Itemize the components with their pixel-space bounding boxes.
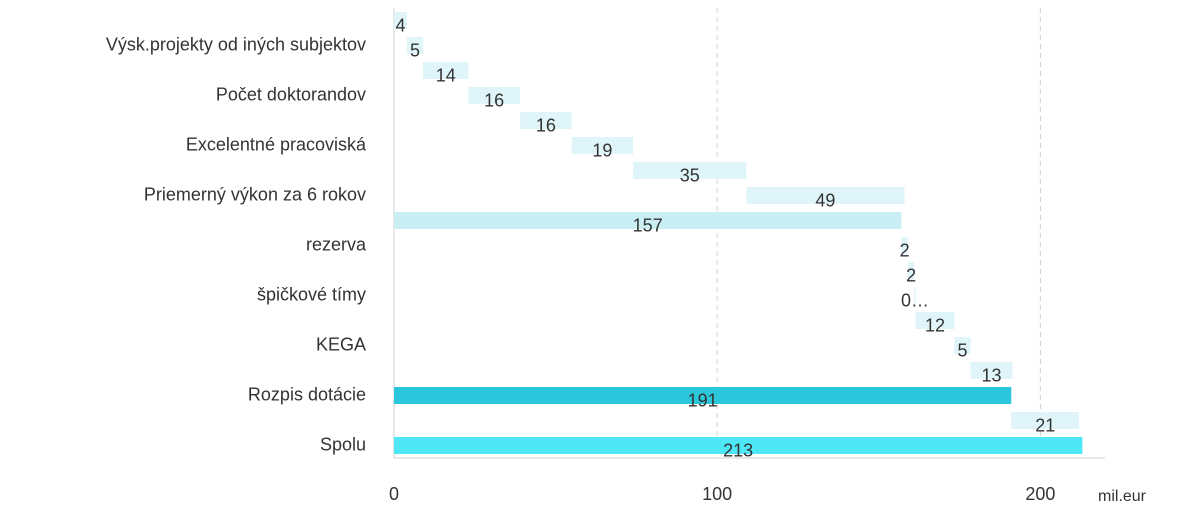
data-label: 4 [395,15,405,35]
bar [1011,412,1080,429]
bar [571,137,634,154]
data-label: 191 [688,390,718,410]
y-tick-label: rezerva [306,234,367,254]
data-label: 157 [633,215,663,235]
data-label: 14 [436,65,456,85]
bar [970,362,1013,379]
data-label: 12 [925,315,945,335]
y-tick-label: špičkové tímy [257,284,366,304]
x-tick-label: 100 [702,484,732,504]
data-label: 5 [957,340,967,360]
data-label: 213 [723,440,753,460]
bar [954,337,971,354]
bar [406,37,424,54]
y-tick-label: KEGA [316,334,366,354]
data-label: 2 [900,240,910,260]
total-bar [394,387,1012,404]
bar [423,62,469,79]
y-tick-label: Výsk.projekty od iných subjektov [106,34,366,54]
bar [915,312,955,329]
x-tick-label: 0 [389,484,399,504]
data-label: 2 [906,265,916,285]
total-bar [394,212,902,229]
bar [520,112,572,129]
bar [914,287,916,304]
y-tick-label: Počet doktorandov [216,84,366,104]
y-tick-label: Priemerný výkon za 6 rokov [144,184,366,204]
y-tick-label: Excelentné pracoviská [186,134,367,154]
data-label: 35 [680,165,700,185]
data-label: 16 [536,115,556,135]
data-label: 21 [1035,415,1055,435]
bar [633,162,747,179]
total-bar [394,437,1083,454]
x-tick-label: 200 [1025,484,1055,504]
data-label: 13 [982,365,1002,385]
bar [468,87,521,104]
data-label: 49 [815,190,835,210]
data-label: 0… [901,290,929,310]
bar [907,262,915,279]
data-label: 16 [484,90,504,110]
y-tick-label: Rozpis dotácie [248,384,366,404]
data-label: 19 [592,140,612,160]
bar [394,12,407,29]
bar [901,237,908,254]
y-tick-label: Spolu [320,434,366,454]
bar [746,187,905,204]
data-label: 5 [410,40,420,60]
x-axis-label: mil.eur [1098,488,1147,505]
